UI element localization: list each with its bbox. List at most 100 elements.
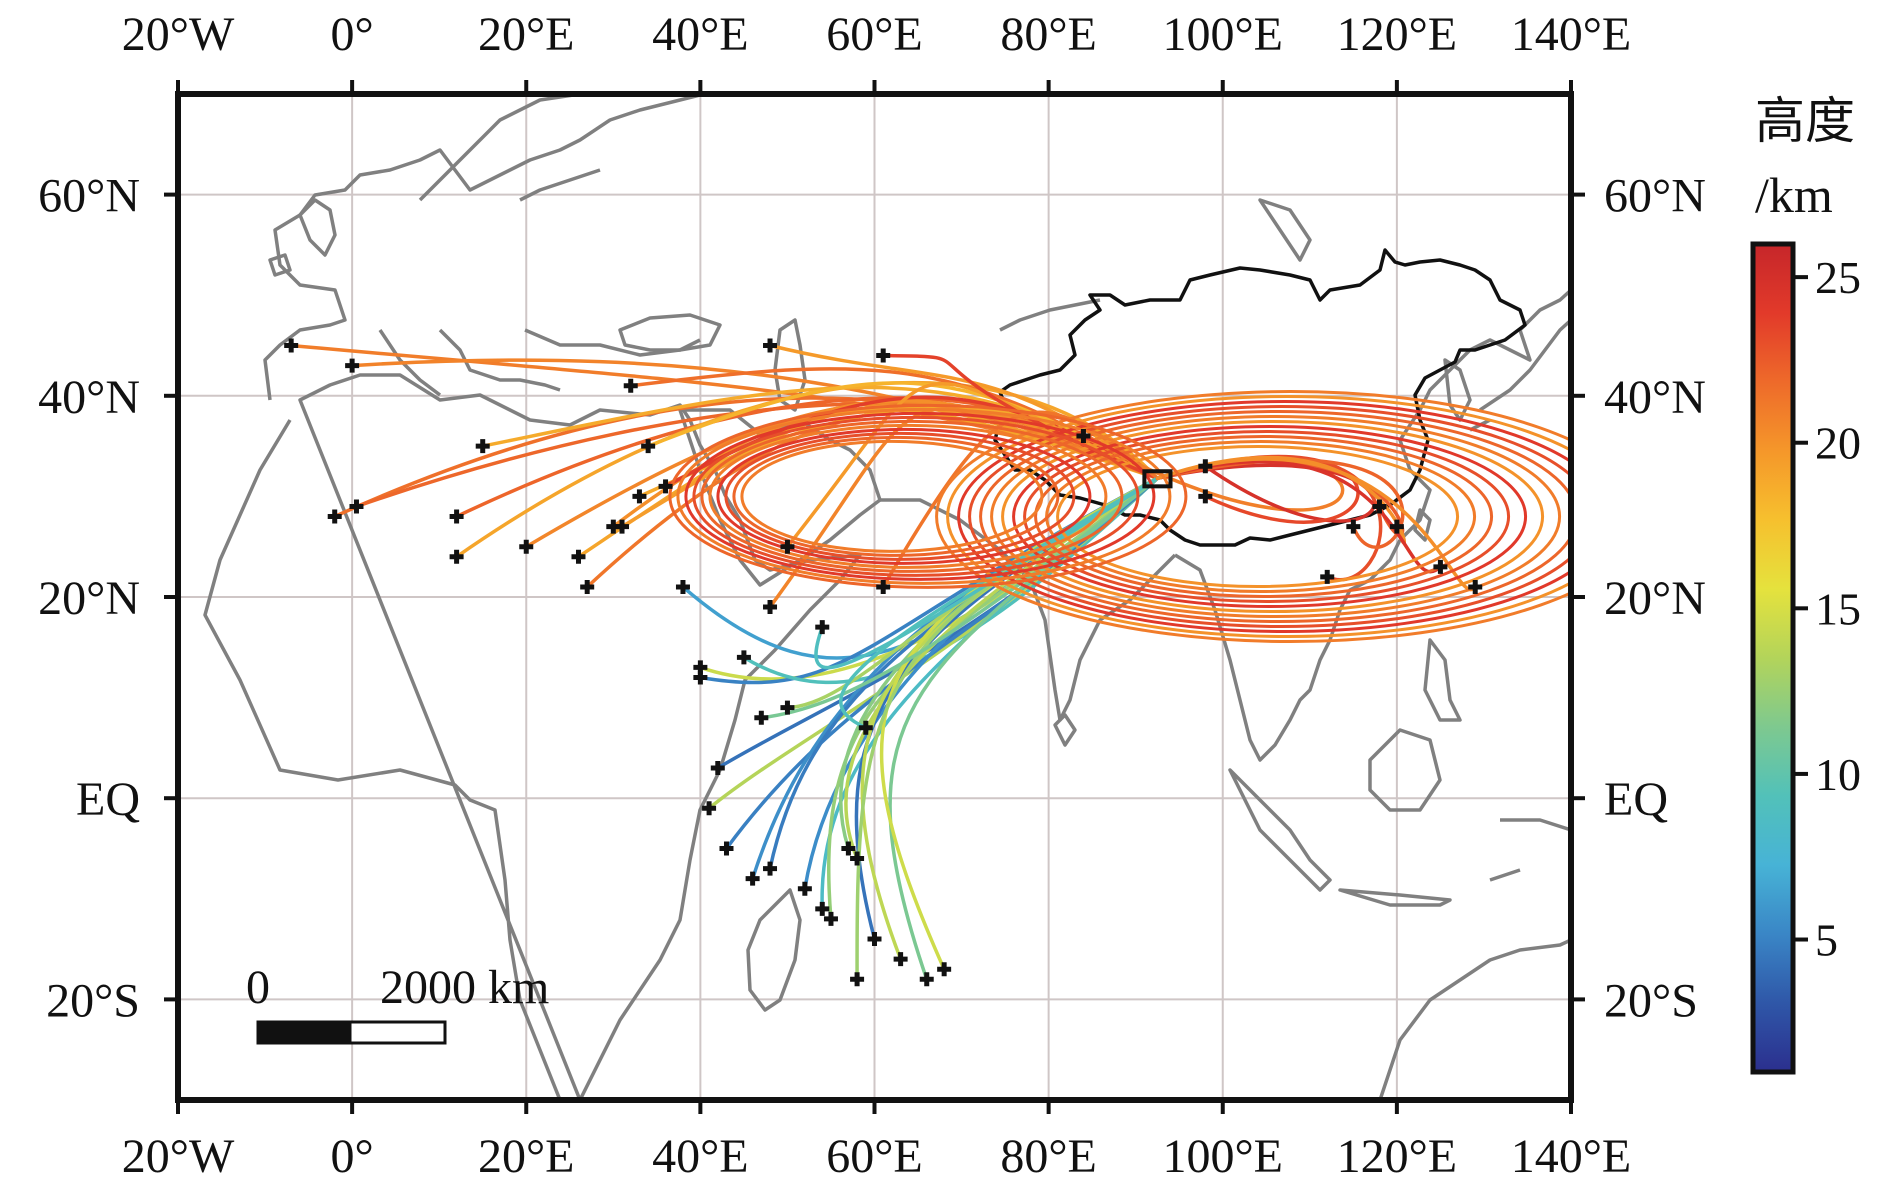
lat-label-left: 20°N bbox=[38, 572, 140, 625]
lon-label-bottom: 40°E bbox=[652, 1130, 749, 1183]
trajectory-endpoint-marker bbox=[632, 489, 647, 504]
trajectory-endpoint-marker bbox=[710, 761, 725, 776]
colorbar: 高度 /km 25 20 15 10 5 bbox=[1750, 93, 1861, 1075]
trajectory-endpoint-marker bbox=[1198, 459, 1213, 474]
scale-bar-start-label: 0 bbox=[246, 961, 270, 1014]
trajectory-endpoint-marker bbox=[815, 620, 830, 635]
colorbar-bar bbox=[1750, 241, 1796, 1075]
trajectory-endpoint-marker bbox=[745, 871, 760, 886]
lat-label-left: 40°N bbox=[38, 371, 140, 424]
madagascar-coast bbox=[746, 888, 802, 1012]
trajectory-endpoint-marker bbox=[284, 338, 299, 353]
trajectory-endpoint-marker bbox=[937, 962, 952, 977]
scale-bar: 0 2000 km bbox=[246, 961, 549, 1045]
trajectory-loop bbox=[684, 411, 1156, 581]
colorbar-tick-label: 25 bbox=[1815, 252, 1861, 303]
australia-coast bbox=[1378, 938, 1571, 1100]
trajectory-endpoint-marker bbox=[519, 539, 534, 554]
trajectory-loop bbox=[668, 403, 1188, 589]
lon-label-bottom: 60°E bbox=[826, 1130, 923, 1183]
trajectory-endpoint-marker bbox=[754, 710, 769, 725]
colorbar-tick-label: 10 bbox=[1815, 749, 1861, 800]
trajectory-endpoint-marker bbox=[1389, 519, 1404, 534]
trajectory-endpoint-marker bbox=[780, 539, 795, 554]
trajectory-line bbox=[768, 343, 1160, 481]
lon-label-bottom: 0° bbox=[331, 1130, 374, 1183]
trajectory-endpoint-marker bbox=[763, 600, 778, 615]
trajectory-loop bbox=[957, 400, 1571, 633]
lon-label-top: 100°E bbox=[1162, 8, 1283, 61]
lat-label-right: 20°S bbox=[1604, 974, 1698, 1027]
trajectory-loop bbox=[1001, 420, 1545, 614]
trajectories bbox=[289, 343, 1571, 982]
lat-label-right: EQ bbox=[1604, 773, 1668, 826]
lon-label-bottom: 80°E bbox=[1000, 1130, 1097, 1183]
trajectory-endpoint-marker bbox=[858, 720, 873, 735]
trajectory-endpoint-marker bbox=[571, 549, 586, 564]
source-region-box bbox=[1142, 469, 1173, 489]
trajectory-endpoints bbox=[284, 338, 1483, 987]
europe-coast bbox=[263, 94, 761, 401]
trajectory-endpoint-marker bbox=[1346, 519, 1361, 534]
trajectory-loop bbox=[946, 395, 1571, 638]
lat-label-right: 20°N bbox=[1604, 572, 1706, 625]
trajectory-endpoint-marker bbox=[693, 670, 708, 685]
trajectory-loop bbox=[935, 390, 1571, 643]
trajectory-loop bbox=[692, 415, 1140, 577]
lon-label-top: 140°E bbox=[1511, 8, 1632, 61]
java-coast bbox=[1338, 888, 1452, 907]
sumatra-coast bbox=[1228, 768, 1332, 892]
trajectory-endpoint-marker bbox=[1372, 499, 1387, 514]
scandinavia-coast bbox=[418, 94, 601, 202]
lat-label-left: 60°N bbox=[38, 170, 140, 223]
lon-label-top: 20°E bbox=[478, 8, 575, 61]
trajectory-loop bbox=[1012, 425, 1528, 609]
trajectory-endpoint-marker bbox=[850, 972, 865, 987]
east-asia-coast bbox=[1398, 288, 1571, 542]
trajectory-endpoint-marker bbox=[841, 841, 856, 856]
trajectory-endpoint-marker bbox=[702, 801, 717, 816]
lat-label-right: 40°N bbox=[1604, 371, 1706, 424]
trajectory-endpoint-marker bbox=[641, 439, 656, 454]
trajectory-loop bbox=[1034, 435, 1494, 599]
trajectory-endpoint-marker bbox=[1433, 559, 1448, 574]
lon-label-bottom: 120°E bbox=[1337, 1130, 1458, 1183]
north-coast bbox=[999, 198, 1312, 332]
trajectory-loop bbox=[716, 427, 1092, 565]
scale-bar-white-segment bbox=[348, 1020, 447, 1045]
lat-label-left: 20°S bbox=[46, 974, 140, 1027]
lon-label-bottom: 20°W bbox=[122, 1130, 235, 1183]
scale-bar-end-label: 2000 km bbox=[380, 961, 549, 1014]
trajectory-endpoint-marker bbox=[1320, 569, 1335, 584]
scale-bar-black-segment bbox=[256, 1020, 352, 1045]
colorbar-tick-label: 5 bbox=[1815, 915, 1838, 966]
colorbar-tick-label: 20 bbox=[1815, 418, 1861, 469]
trajectory-endpoint-marker bbox=[580, 579, 595, 594]
trajectory-endpoint-marker bbox=[1076, 429, 1091, 444]
borneo-coast bbox=[1368, 728, 1442, 812]
trajectory-loop bbox=[1056, 445, 1460, 589]
trajectory-endpoint-marker bbox=[797, 881, 812, 896]
sri-lanka-coast bbox=[1053, 713, 1077, 747]
trajectory-endpoint-marker bbox=[615, 519, 630, 534]
lon-label-top: 80°E bbox=[1000, 8, 1097, 61]
trajectory-endpoint-marker bbox=[893, 952, 908, 967]
colorbar-unit: /km bbox=[1755, 167, 1833, 223]
trajectory-endpoint-marker bbox=[850, 851, 865, 866]
trajectory-endpoint-marker bbox=[815, 901, 830, 916]
trajectory-endpoint-marker bbox=[675, 579, 690, 594]
trajectory-endpoint-marker bbox=[823, 911, 838, 926]
british-isles-coast bbox=[268, 198, 337, 277]
trajectory-loop bbox=[700, 419, 1124, 573]
trajectory-line bbox=[1155, 457, 1477, 592]
korea-coast bbox=[1443, 358, 1472, 422]
philippines-coast bbox=[1423, 638, 1462, 722]
trajectory-endpoint-marker bbox=[780, 700, 795, 715]
trajectory-endpoint-marker bbox=[475, 439, 490, 454]
trajectory-endpoint-marker bbox=[867, 932, 882, 947]
trajectory-endpoint-marker bbox=[1198, 489, 1213, 504]
trajectory-loop bbox=[676, 407, 1172, 585]
colorbar-title: 高度 bbox=[1755, 93, 1855, 149]
